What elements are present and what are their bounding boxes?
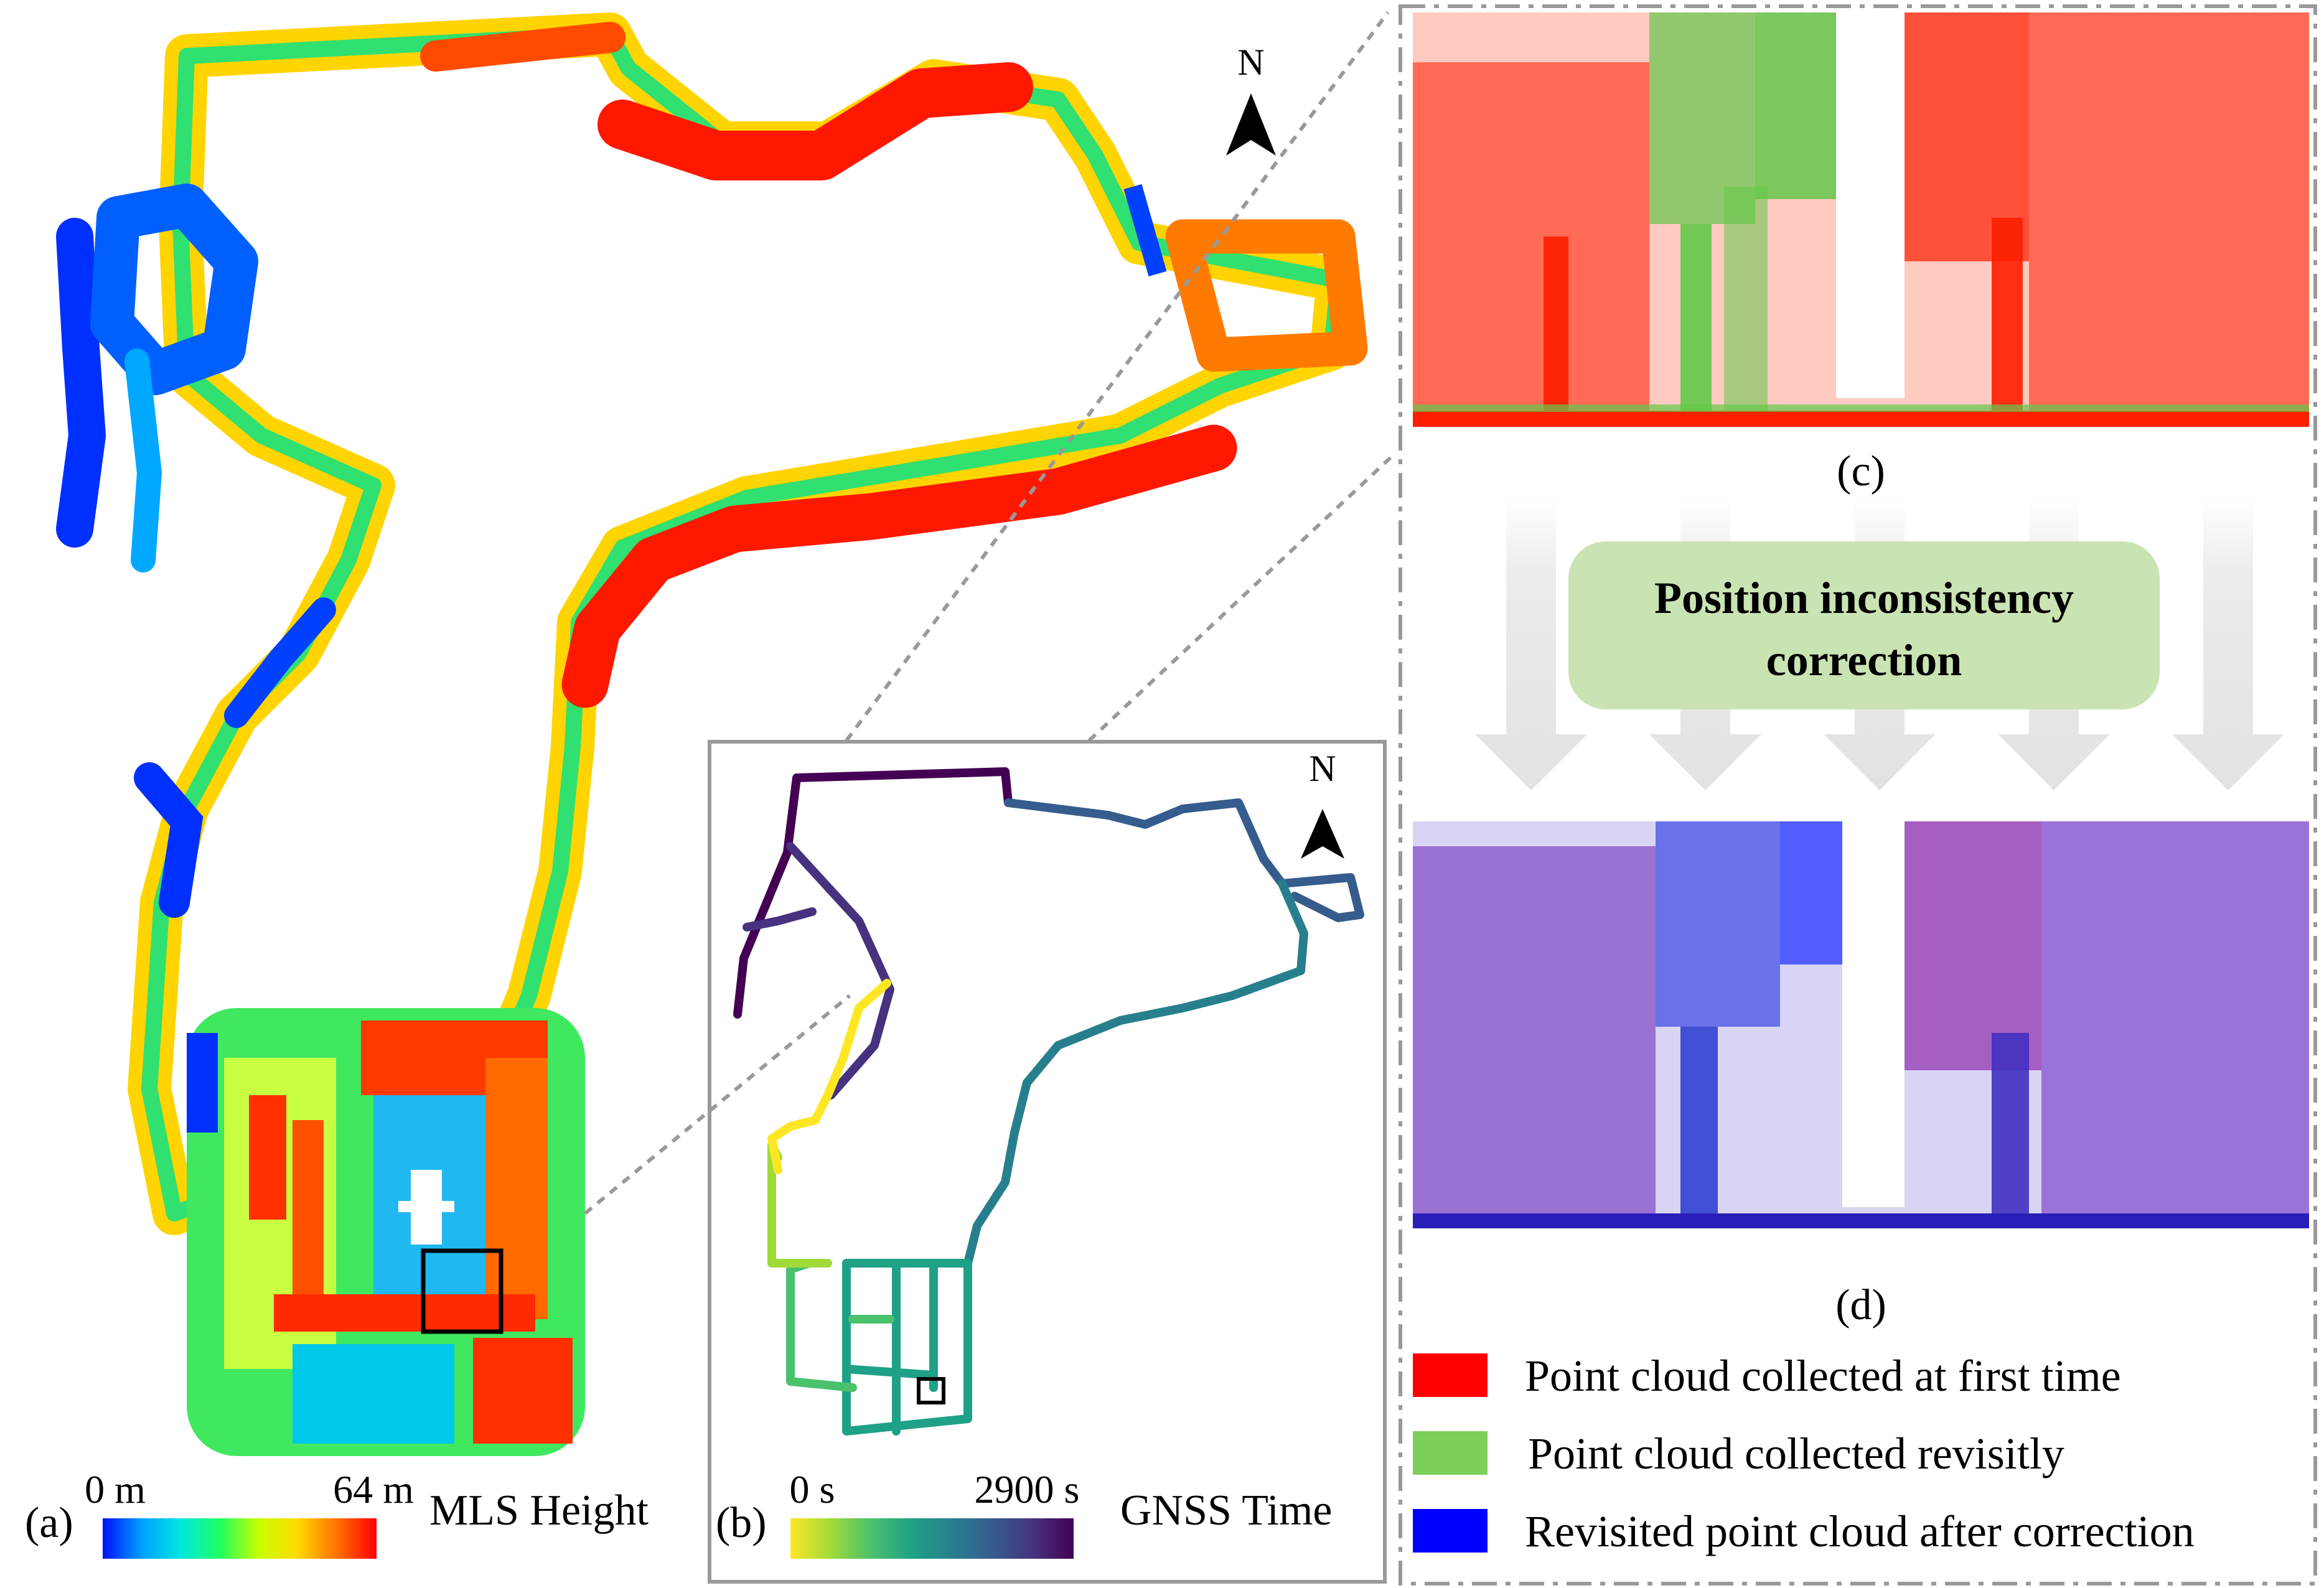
legend-label-revisit: Point cloud collected revisitly (1528, 1429, 2064, 1478)
legend-label-first: Point cloud collected at first time (1525, 1351, 2121, 1401)
north-arrow-icon (1301, 809, 1344, 859)
colorbar-a-min: 0 m (85, 1467, 146, 1511)
legend-title-b: GNSS Time (1120, 1487, 1332, 1534)
colorbar-a (103, 1518, 377, 1559)
panel-c: (c) (1413, 12, 2309, 495)
detail-box-a (421, 1248, 504, 1334)
colorbar-b-max: 2900 s (975, 1467, 1080, 1511)
panel-d: (d) (1413, 821, 2309, 1329)
right-frame (1399, 4, 2317, 1586)
process-line-2: correction (1766, 635, 1962, 685)
panel-label-c: (c) (1837, 447, 1885, 495)
legend-a: (a) 0 m 64 m MLS Height (25, 1467, 649, 1559)
north-arrow-icon (1226, 93, 1276, 156)
north-label-b: N (1309, 748, 1336, 789)
colorbar-a-max: 64 m (333, 1467, 414, 1511)
legend-label-corrected: Revisited point cloud after correction (1525, 1506, 2195, 1556)
north-label-a: N (1237, 42, 1264, 83)
zoom-connectors (584, 11, 1396, 1215)
process-box: Position inconsistency correction (1568, 541, 2160, 709)
panel-label-d: (d) (1835, 1281, 1886, 1329)
panel-label-a: (a) (25, 1499, 73, 1547)
colorbar-b (790, 1518, 1074, 1559)
legend-swatch-first (1413, 1353, 1488, 1397)
colorbar-b-min: 0 s (790, 1467, 835, 1511)
pointcloud-legend: Point cloud collected at first time Poin… (1413, 1351, 2195, 1556)
legend-title-a: MLS Height (429, 1487, 649, 1534)
legend-swatch-corrected (1413, 1509, 1488, 1553)
north-arrow-b: N (1301, 748, 1344, 859)
panel-b: N (b) 0 s 2900 s GNSS Time (708, 740, 1387, 1584)
detail-box-b (917, 1377, 945, 1404)
process-line-1: Position inconsistency (1654, 573, 2074, 623)
panel-label-b: (b) (716, 1499, 767, 1547)
legend-swatch-revisit (1413, 1431, 1488, 1475)
mls-height-map (56, 12, 1368, 1456)
traj-purple (733, 767, 1013, 1019)
north-arrow-a: N (1226, 42, 1276, 156)
